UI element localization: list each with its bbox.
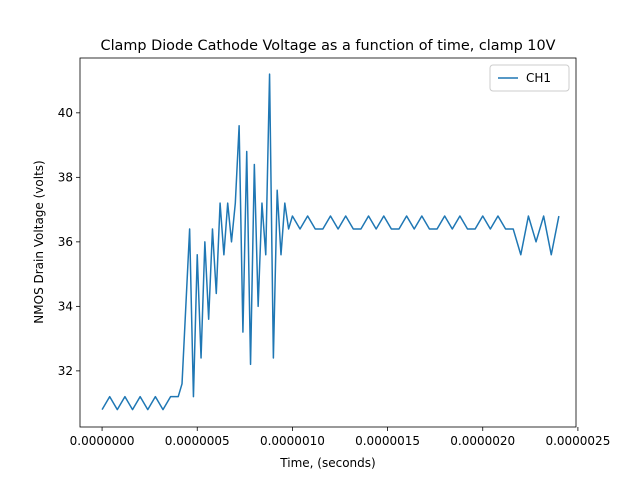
x-tick-label: 0.0000020 bbox=[450, 434, 515, 448]
x-tick-label: 0.0000010 bbox=[260, 434, 325, 448]
y-tick-label: 34 bbox=[58, 299, 73, 313]
plot-frame bbox=[79, 57, 577, 428]
chart-title: Clamp Diode Cathode Voltage as a functio… bbox=[101, 38, 556, 54]
x-axis-label: Time, (seconds) bbox=[279, 456, 375, 470]
x-tick-label: 0.0000015 bbox=[355, 434, 420, 448]
y-tick-label: 36 bbox=[58, 235, 73, 249]
x-tick-label: 0.0000005 bbox=[165, 434, 230, 448]
y-tick-label: 32 bbox=[58, 364, 73, 378]
legend-label: CH1 bbox=[526, 71, 551, 85]
x-tick-label: 0.0000025 bbox=[545, 434, 610, 448]
data-line bbox=[101, 73, 560, 411]
y-tick-label: 38 bbox=[58, 170, 73, 184]
y-axis-label: NMOS Drain Voltage (volts) bbox=[32, 160, 46, 323]
y-tick-label: 40 bbox=[58, 106, 73, 120]
legend-box bbox=[489, 64, 570, 92]
x-tick-label: 0.0000000 bbox=[70, 434, 135, 448]
